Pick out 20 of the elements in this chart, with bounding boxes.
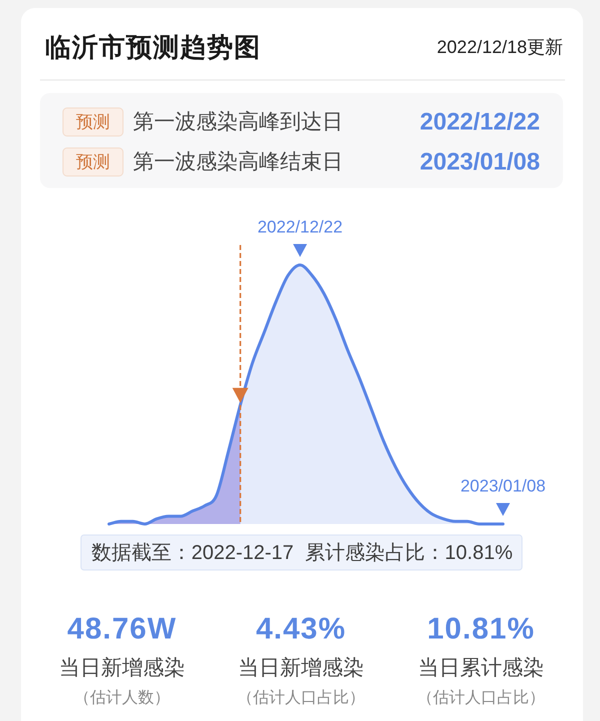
annotation: 2023/01/08 [460,476,546,496]
text: 数据截至：2022-12-17 累计感染占比：10.81% [91,542,513,564]
text: 预测 [76,152,110,172]
text: 2022/12/22 [420,108,540,136]
text: 当日累计感染 [418,656,544,680]
text: 第一波感染高峰到达日 [133,110,343,134]
text: （估计人口占比） [417,688,545,706]
chart-subtitle: 2022/12/18更新 [436,37,563,57]
text: 第一波感染高峰结束日 [133,150,343,174]
text: （估计人口占比） [237,688,365,706]
text: 预测 [76,112,110,132]
text: 当日新增感染 [238,656,364,680]
text: （估计人数） [74,688,170,706]
text: 4.43% [256,612,346,646]
text: 2023/01/08 [420,148,540,176]
text: 10.81% [427,612,535,646]
chart-title: 临沂市预测趋势图 [45,32,261,62]
text: 48.76W [67,612,177,646]
text: 当日新增感染 [59,656,185,680]
text: 2022/12/22 [257,218,343,236]
